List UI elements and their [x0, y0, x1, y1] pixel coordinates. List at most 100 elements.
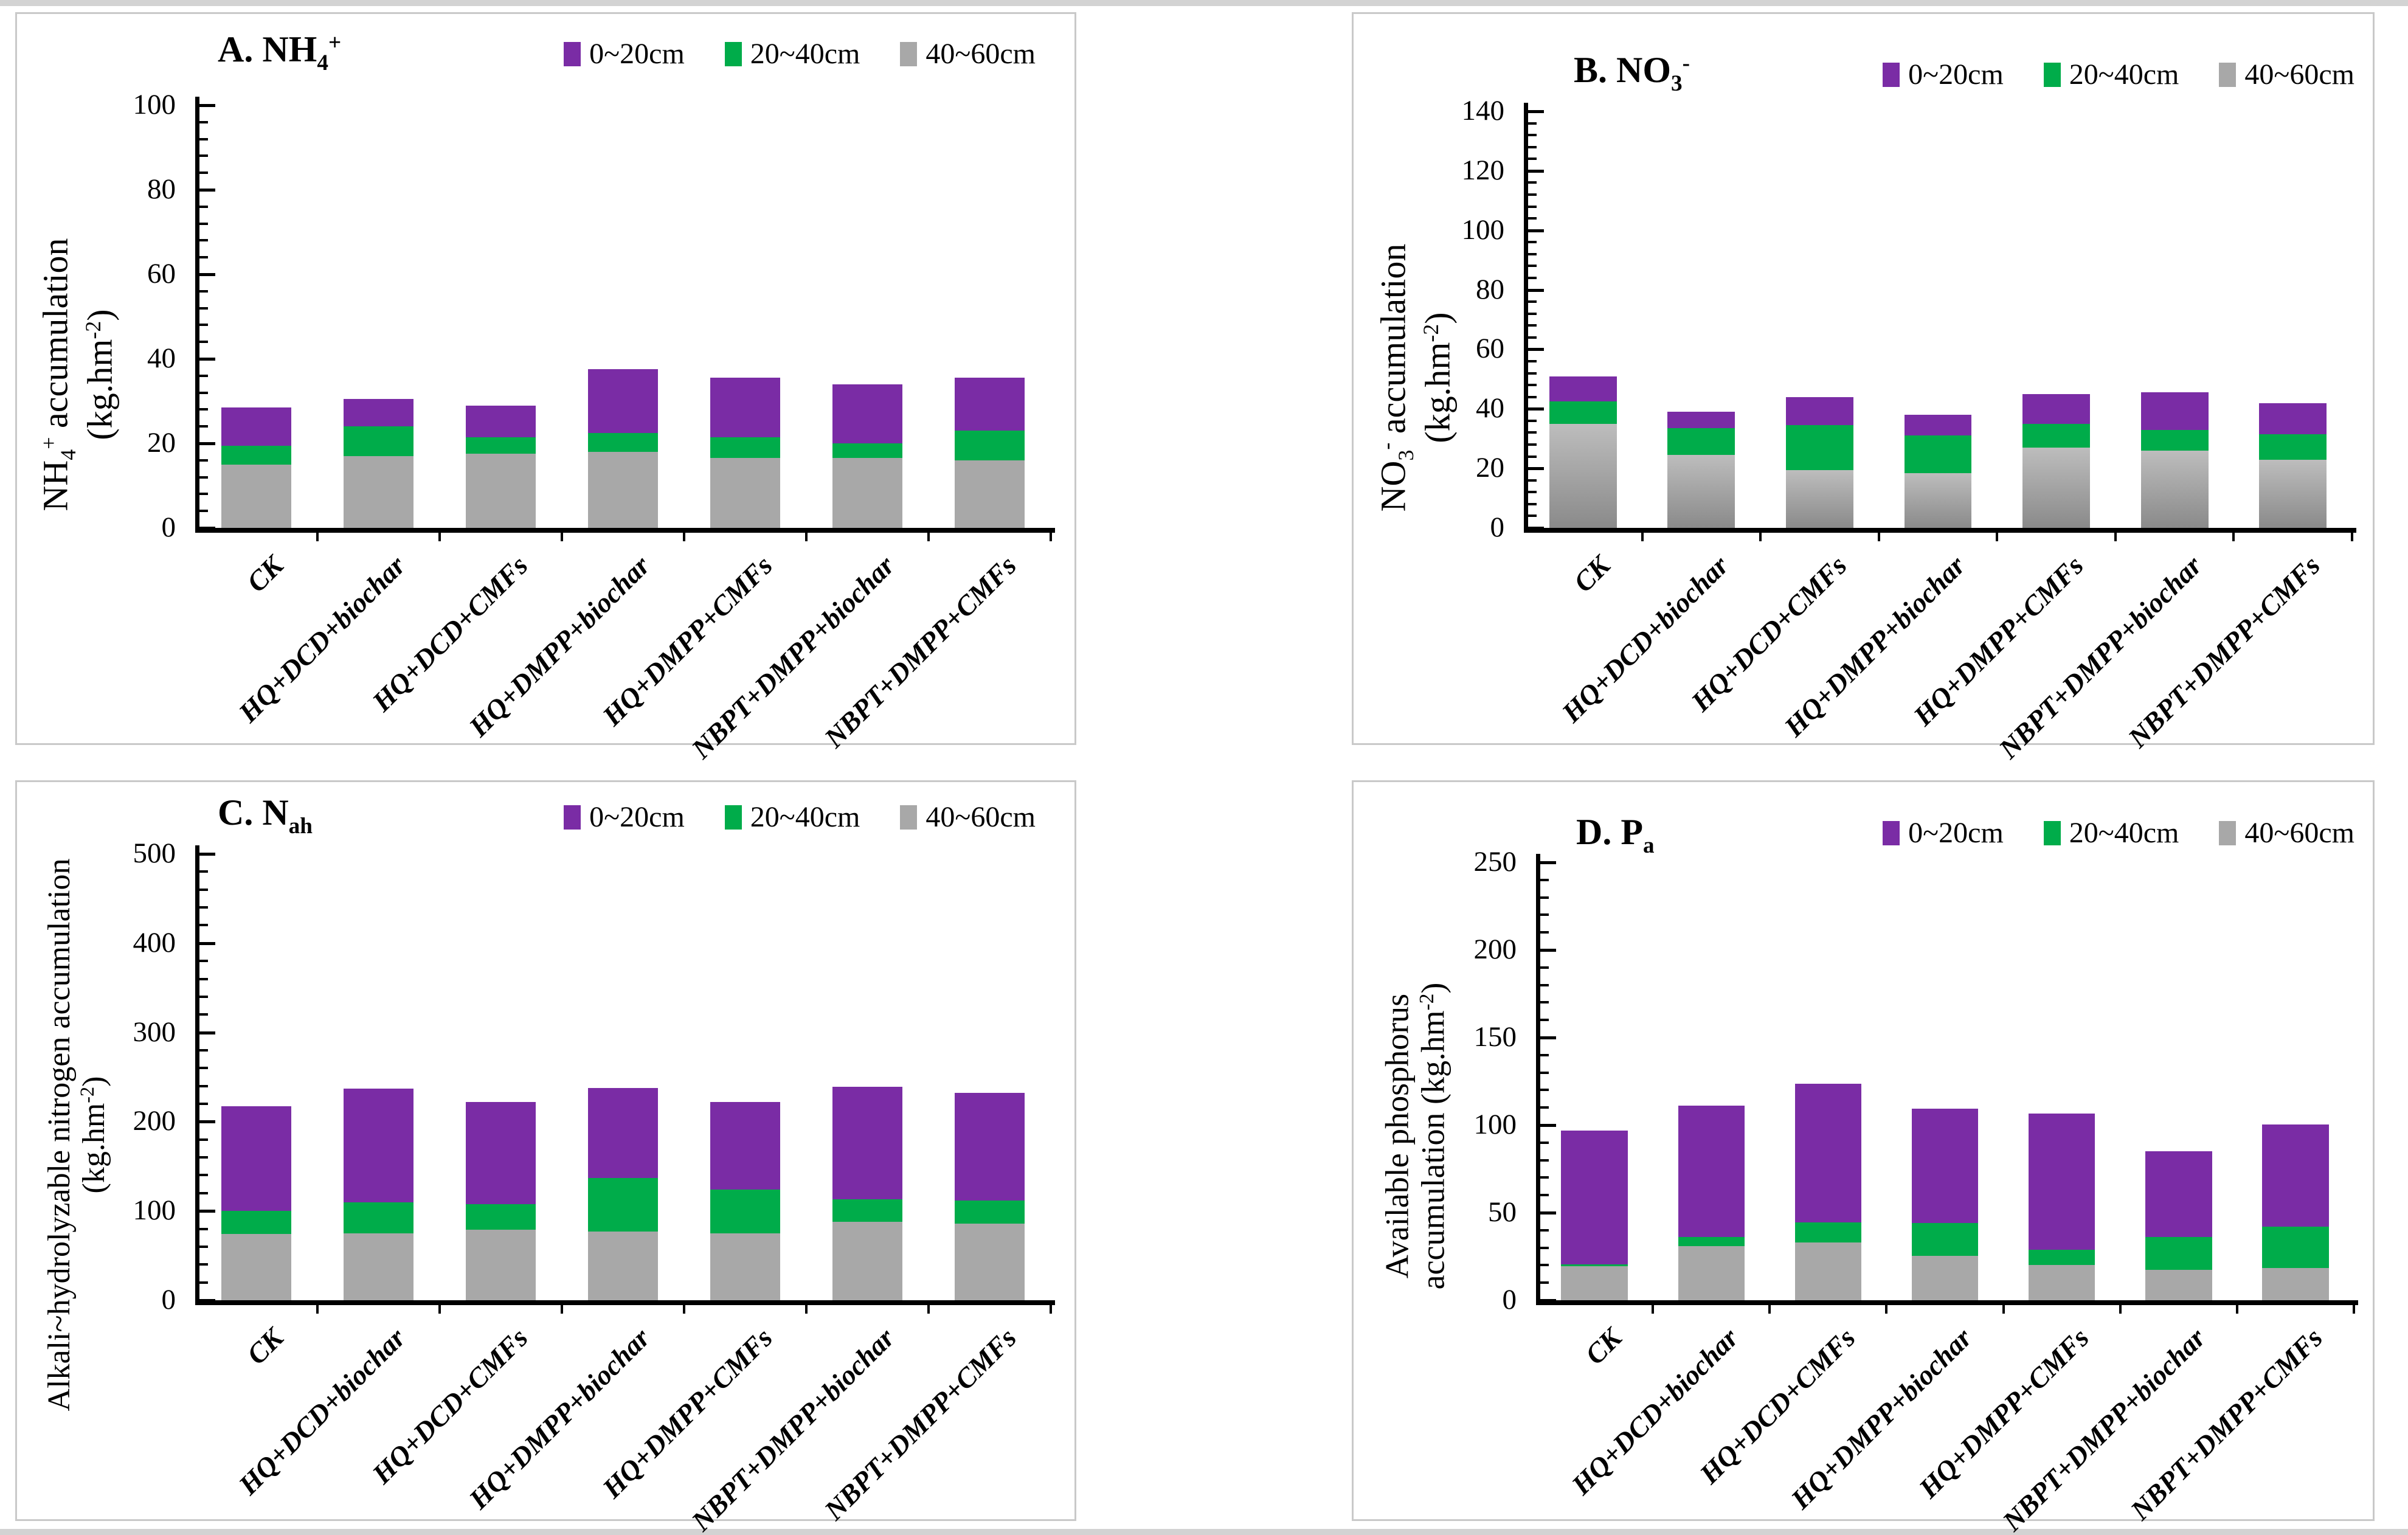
y-minor-tick	[199, 1263, 208, 1266]
y-major-tick	[199, 1210, 215, 1213]
y-tick-label: 200	[1473, 934, 1517, 965]
legend-item: 40~60cm	[2219, 60, 2354, 89]
text-run: +	[36, 436, 61, 449]
bar-segment-40~60cm	[221, 464, 291, 528]
x-category-label: NBPT+DMPP+biochar	[1992, 549, 2208, 765]
y-major-tick	[1540, 861, 1556, 864]
y-tick-label: 40	[1476, 392, 1504, 424]
y-major-tick	[199, 442, 215, 445]
bottom-edge-strip	[0, 1529, 2408, 1535]
legend-item: 0~20cm	[1883, 819, 2004, 848]
y-minor-tick	[1540, 966, 1549, 969]
bar-segment-40~60cm	[832, 1221, 902, 1300]
y-minor-tick	[199, 1174, 208, 1177]
y-minor-tick	[199, 510, 208, 513]
y-minor-tick	[199, 924, 208, 927]
y-minor-tick	[199, 1013, 208, 1016]
bar-segment-40~60cm	[2145, 1269, 2212, 1300]
y-minor-tick	[1528, 265, 1537, 268]
y-minor-tick	[1540, 1228, 1549, 1232]
legend-item: 40~60cm	[900, 40, 1036, 69]
y-minor-tick	[199, 493, 208, 496]
y-minor-tick	[1528, 395, 1537, 398]
y-minor-tick	[1540, 1194, 1549, 1197]
y-minor-tick	[199, 1245, 208, 1248]
y-minor-tick	[1528, 300, 1537, 303]
y-minor-tick	[1540, 1001, 1549, 1004]
x-category-label: CK	[240, 1322, 289, 1371]
y-minor-tick	[1540, 1176, 1549, 1179]
y-minor-tick	[199, 995, 208, 998]
x-category-label: CK	[240, 549, 289, 598]
y-axis-title-line: Available phosphorus	[1379, 983, 1416, 1290]
y-minor-tick	[1528, 252, 1537, 255]
y-minor-tick	[199, 239, 208, 242]
y-minor-tick	[1528, 122, 1537, 125]
legend-label: 0~20cm	[589, 38, 685, 70]
y-minor-tick	[199, 222, 208, 225]
text-run: -	[1374, 442, 1399, 450]
y-minor-tick	[199, 154, 208, 158]
legend: 0~20cm 20~40cm 40~60cm	[564, 40, 1036, 69]
y-minor-tick	[1528, 324, 1537, 327]
y-minor-tick	[199, 1281, 208, 1284]
y-minor-tick	[1540, 1246, 1549, 1249]
y-minor-tick	[199, 476, 208, 479]
legend-swatch-40~60cm	[2219, 63, 2237, 87]
y-major-tick	[1540, 1124, 1556, 1127]
y-tick-label: 80	[147, 173, 176, 205]
text-run: accumulation	[35, 238, 75, 437]
y-major-tick	[199, 358, 215, 361]
y-minor-tick	[199, 307, 208, 310]
bar-segment-40~60cm	[710, 458, 780, 528]
bar-segment-40~60cm	[1667, 455, 1735, 528]
legend-item: 40~60cm	[900, 803, 1036, 832]
y-major-tick	[1528, 527, 1544, 530]
x-boundary-tick	[2353, 1305, 2355, 1314]
y-minor-tick	[199, 324, 208, 327]
x-boundary-tick	[1641, 533, 1644, 541]
legend-swatch-20~40cm	[724, 805, 742, 830]
y-major-tick	[1540, 1211, 1556, 1214]
x-boundary-tick	[1996, 533, 1999, 541]
text-run: D. P	[1576, 812, 1643, 852]
legend-swatch-40~60cm	[2219, 821, 2237, 845]
y-minor-tick	[1540, 913, 1549, 916]
legend: 0~20cm 20~40cm 40~60cm	[1883, 60, 2354, 89]
bar-segment-40~60cm	[1678, 1246, 1745, 1300]
y-minor-tick	[1528, 336, 1537, 339]
x-boundary-tick	[927, 1305, 930, 1314]
y-minor-tick	[1528, 419, 1537, 422]
y-minor-tick	[199, 137, 208, 140]
legend-swatch-40~60cm	[900, 42, 918, 66]
y-major-tick	[199, 273, 215, 276]
y-minor-tick	[1540, 1089, 1549, 1092]
y-major-tick	[199, 1120, 215, 1124]
bar-segment-40~60cm	[2028, 1265, 2095, 1300]
x-boundary-tick	[2351, 533, 2353, 541]
legend-label: 40~60cm	[925, 38, 1036, 70]
bar-segment-40~60cm	[2140, 450, 2209, 528]
y-tick-label: 250	[1473, 846, 1517, 878]
text-run: accumulation (kg.hm	[1415, 1010, 1451, 1290]
y-axis-title-line: Alkali~hydrolyzable nitrogen accumulatio…	[42, 859, 77, 1412]
legend-item: 0~20cm	[564, 803, 685, 832]
y-minor-tick	[1528, 360, 1537, 362]
y-tick-label: 200	[133, 1105, 176, 1137]
legend-swatch-0~20cm	[564, 42, 581, 66]
bar-segment-40~60cm	[466, 1230, 536, 1300]
x-boundary-tick	[1885, 1305, 1888, 1314]
y-major-tick	[1528, 110, 1544, 113]
y-major-tick	[199, 189, 215, 192]
text-run: Available phosphorus	[1379, 993, 1416, 1279]
y-minor-tick	[199, 1048, 208, 1052]
y-minor-tick	[1528, 372, 1537, 375]
legend-label: 20~40cm	[750, 38, 860, 70]
y-axis-spine	[195, 97, 199, 532]
y-minor-tick	[199, 408, 208, 411]
x-boundary-tick	[2232, 533, 2235, 541]
x-boundary-tick	[2114, 533, 2117, 541]
y-tick-label: 0	[1490, 511, 1505, 543]
x-axis-line	[1524, 528, 2356, 533]
text-run: NH	[35, 460, 75, 511]
